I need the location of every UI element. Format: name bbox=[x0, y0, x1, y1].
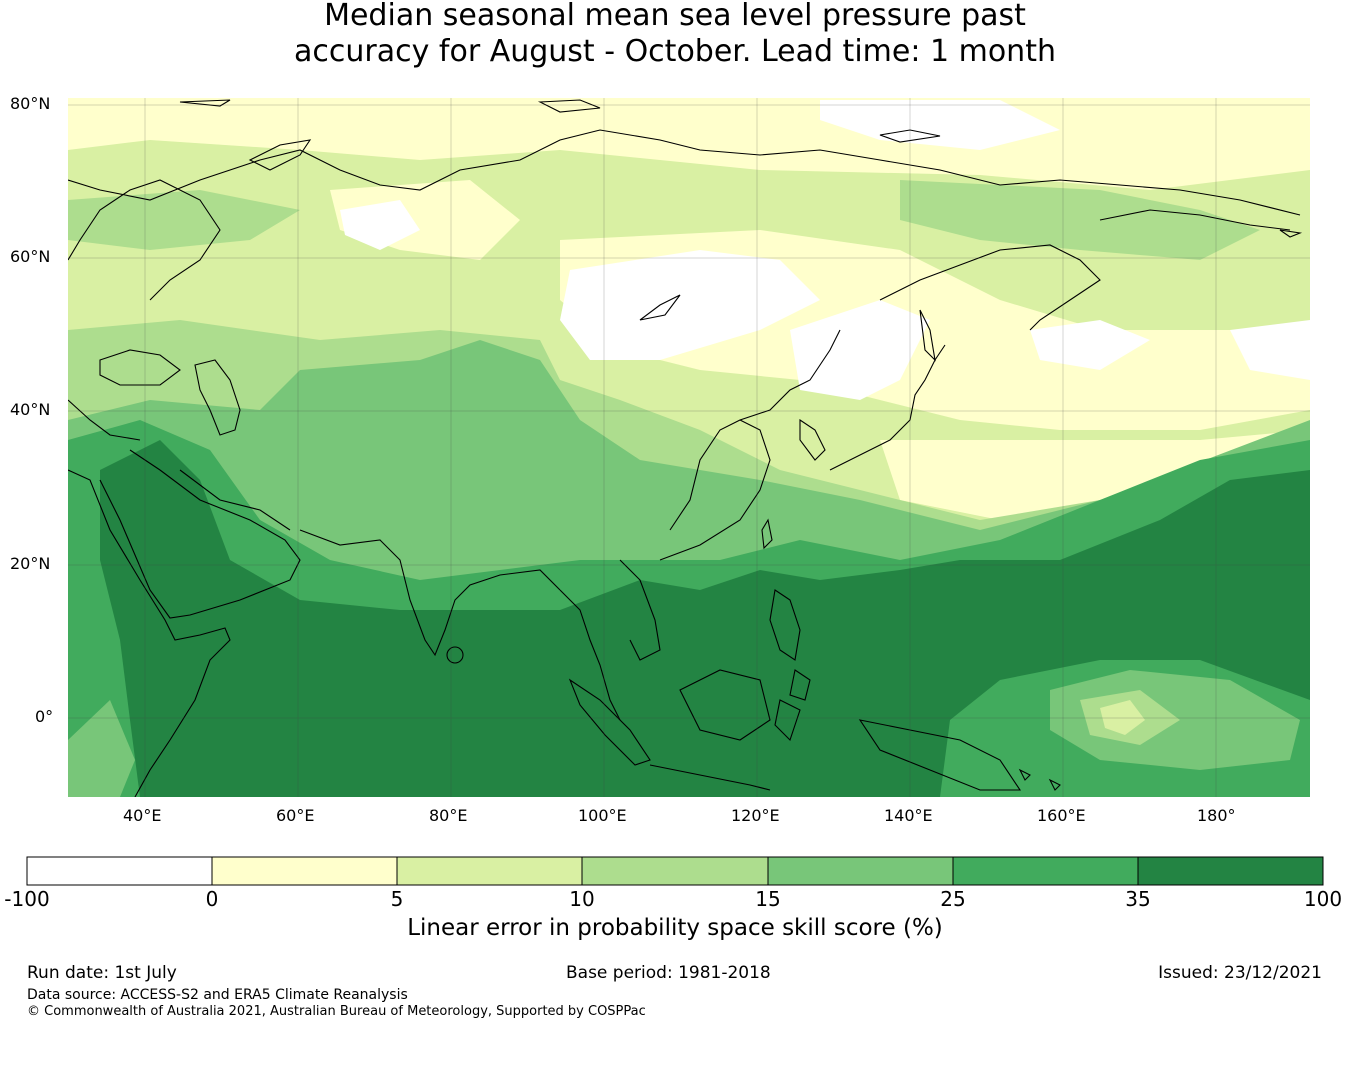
lon-label-120e: 120°E bbox=[731, 806, 780, 825]
lat-label-40n: 40°N bbox=[10, 400, 51, 419]
colorbar-tick: -100 bbox=[4, 887, 50, 911]
copyright: © Commonwealth of Australia 2021, Austra… bbox=[27, 1004, 646, 1019]
lon-label-180: 180° bbox=[1197, 806, 1236, 825]
colorbar-tick: 5 bbox=[390, 887, 404, 911]
lat-label-60n: 60°N bbox=[10, 247, 51, 266]
lon-label-140e: 140°E bbox=[884, 806, 933, 825]
colorbar bbox=[26, 856, 1324, 886]
colorbar-tick: 35 bbox=[1125, 887, 1151, 911]
gridlines bbox=[68, 98, 1310, 797]
coastlines bbox=[68, 99, 1303, 797]
lat-label-20n: 20°N bbox=[10, 554, 51, 573]
run-date: Run date: 1st July bbox=[27, 963, 177, 983]
issued-date: Issued: 23/12/2021 bbox=[1158, 963, 1322, 983]
colorbar-title: Linear error in probability space skill … bbox=[407, 915, 943, 941]
data-source: Data source: ACCESS-S2 and ERA5 Climate … bbox=[27, 987, 408, 1003]
lon-label-160e: 160°E bbox=[1037, 806, 1086, 825]
colorbar-tick: 10 bbox=[569, 887, 595, 911]
lat-label-80n: 80°N bbox=[10, 94, 51, 113]
colorbar-segment-7 bbox=[1138, 857, 1323, 885]
base-period: Base period: 1981-2018 bbox=[566, 963, 771, 983]
colorbar-segment-2 bbox=[212, 857, 397, 885]
skill-score-field bbox=[68, 98, 1310, 797]
colorbar-tick: 15 bbox=[755, 887, 781, 911]
chart-title-line-1: Median seasonal mean sea level pressure … bbox=[324, 0, 1026, 33]
lon-label-100e: 100°E bbox=[578, 806, 627, 825]
colorbar-segment-5 bbox=[768, 857, 953, 885]
chart-title-line-2: accuracy for August - October. Lead time… bbox=[294, 34, 1056, 69]
colorbar-segment-4 bbox=[582, 857, 768, 885]
colorbar-segment-3 bbox=[397, 857, 582, 885]
lon-label-60e: 60°E bbox=[276, 806, 315, 825]
colorbar-segment-1 bbox=[27, 857, 212, 885]
lat-label-equator: 0° bbox=[35, 707, 54, 726]
colorbar-tick: 25 bbox=[940, 887, 966, 911]
colorbar-segment-6 bbox=[953, 857, 1138, 885]
lon-label-80e: 80°E bbox=[429, 806, 468, 825]
colorbar-tick: 100 bbox=[1303, 887, 1343, 911]
colorbar-tick: 0 bbox=[205, 887, 219, 911]
lon-label-40e: 40°E bbox=[123, 806, 162, 825]
